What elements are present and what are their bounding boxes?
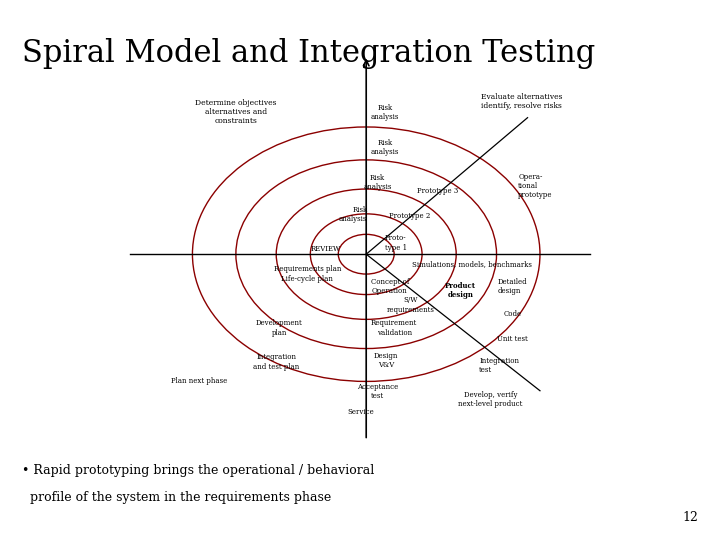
Text: Risk
analysis: Risk analysis (371, 104, 399, 121)
Text: Proto-
type 1: Proto- type 1 (384, 234, 407, 252)
Text: profile of the system in the requirements phase: profile of the system in the requirement… (22, 491, 331, 504)
Text: Acceptance
test: Acceptance test (356, 383, 398, 401)
Text: Simulations, models, benchmarks: Simulations, models, benchmarks (412, 260, 531, 268)
Text: Detailed
design: Detailed design (498, 278, 527, 295)
Text: Development
plan: Development plan (256, 319, 302, 336)
Text: Determine objectives
alternatives and
constraints: Determine objectives alternatives and co… (195, 99, 276, 125)
Text: Service: Service (348, 408, 374, 416)
Text: • Rapid prototyping brings the operational / behavioral: • Rapid prototyping brings the operation… (22, 464, 374, 477)
Text: Spiral Model and Integration Testing: Spiral Model and Integration Testing (22, 38, 595, 69)
Text: Risk
analysis: Risk analysis (339, 206, 367, 223)
Text: Requirements plan
Life-cycle plan: Requirements plan Life-cycle plan (274, 265, 341, 282)
Text: Requirement
validation: Requirement validation (371, 319, 418, 336)
Text: Integration
and test plan: Integration and test plan (253, 354, 300, 370)
Text: Prototype 3: Prototype 3 (417, 187, 458, 195)
Text: Evaluate alternatives
identify, resolve risks: Evaluate alternatives identify, resolve … (481, 93, 562, 110)
Text: 12: 12 (683, 511, 698, 524)
Text: Plan next phase: Plan next phase (171, 377, 227, 385)
Text: S/W
requirements: S/W requirements (387, 296, 435, 314)
Text: Product
design: Product design (445, 282, 476, 299)
Text: Develop, verify
next-level product: Develop, verify next-level product (458, 391, 523, 408)
Text: Opera-
tional
prototype: Opera- tional prototype (518, 173, 553, 199)
Text: Risk
analysis: Risk analysis (363, 174, 392, 191)
Text: Unit test: Unit test (497, 335, 527, 343)
Text: Prototype 2: Prototype 2 (389, 212, 431, 220)
Text: Integration
test: Integration test (479, 356, 519, 374)
Text: Design
V&V: Design V&V (374, 352, 398, 369)
Text: Risk
analysis: Risk analysis (371, 139, 399, 156)
Text: Code: Code (504, 310, 522, 318)
Text: Concept of
Operation: Concept of Operation (371, 278, 409, 295)
Text: REVIEW: REVIEW (311, 245, 341, 253)
